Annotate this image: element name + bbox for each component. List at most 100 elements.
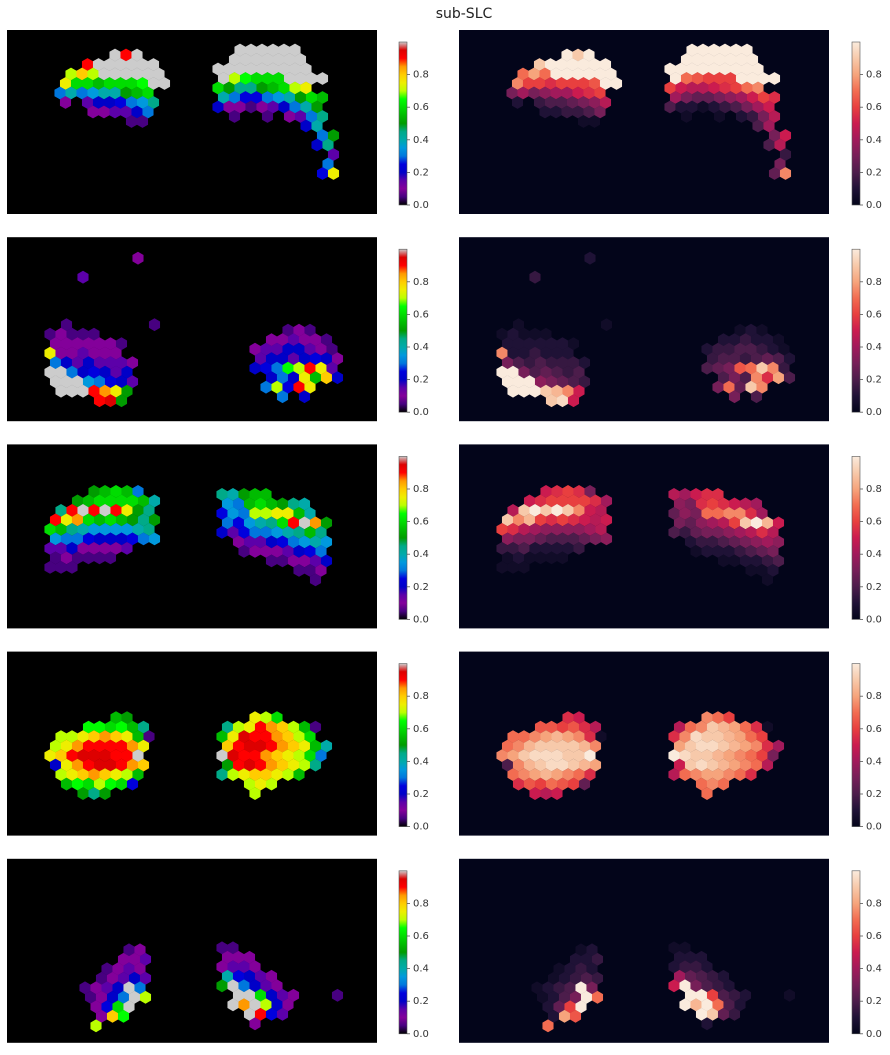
hex-cell — [278, 100, 290, 114]
hex-cell — [534, 551, 547, 565]
hex-cell — [287, 988, 300, 1002]
colorbar-tick-label: 0.0 — [413, 822, 429, 833]
hex-cell — [126, 375, 139, 389]
hex-cell — [114, 96, 127, 109]
hex-cell — [528, 67, 540, 81]
hex-cell — [282, 361, 294, 375]
hex-cell — [311, 100, 323, 114]
hex-cell — [684, 497, 697, 511]
hex-cell — [512, 532, 525, 546]
hex-cell — [575, 1000, 587, 1014]
colorbar-tick-label: 0.6 — [413, 517, 429, 528]
hex-cell — [583, 67, 595, 81]
hex-cell — [562, 749, 574, 762]
panel: 0.0 0.2 0.4 0.6 0.8 — [459, 30, 882, 214]
hex-cell — [271, 361, 283, 375]
hex-cell — [60, 337, 73, 351]
hex-cell — [300, 100, 312, 114]
hex-cell — [77, 730, 89, 743]
hex-cell — [586, 981, 598, 995]
hex-cell — [545, 551, 558, 565]
hex-cell — [556, 513, 569, 527]
hex-cell — [540, 768, 552, 781]
colorbar — [851, 663, 861, 827]
hex-cell — [88, 787, 100, 800]
hex-cell — [496, 523, 508, 536]
hex-cell — [132, 523, 144, 536]
hex-cell — [260, 361, 272, 375]
hex-cell — [106, 1009, 119, 1023]
colorbar-tick-label: 0.4 — [866, 342, 882, 353]
hex-cell — [690, 998, 702, 1012]
hex-cell — [717, 371, 730, 385]
hex-cell — [507, 730, 519, 743]
hex-cell — [562, 384, 574, 398]
hex-cell — [761, 535, 774, 549]
hex-cell — [217, 91, 230, 104]
hex-cell — [110, 523, 122, 536]
hex-cell — [735, 72, 748, 85]
hex-cell — [289, 81, 301, 95]
hex-cell — [65, 67, 77, 81]
hex-cell — [110, 730, 122, 743]
hex-cell — [761, 573, 774, 587]
hex-cell — [763, 138, 775, 152]
hex-cell — [501, 513, 514, 527]
hex-cell — [701, 711, 713, 724]
hex-cell — [316, 167, 329, 180]
hex-cell — [265, 969, 278, 983]
hex-cell — [99, 730, 111, 743]
hex-cell — [578, 356, 591, 370]
hex-cell — [265, 777, 278, 791]
hex-cell — [95, 990, 108, 1004]
hex-cell — [77, 346, 89, 360]
hex-cell — [66, 561, 78, 574]
hex-cell — [320, 739, 333, 753]
colorbar-tick-label: 0.2 — [866, 375, 882, 386]
hex-cell — [542, 1000, 554, 1014]
hex-cell — [691, 72, 704, 85]
hex-cell — [103, 77, 116, 90]
hex-cell — [243, 988, 256, 1002]
hex-cell — [298, 554, 311, 568]
hex-cell — [238, 526, 250, 539]
hex-cell — [534, 758, 547, 772]
hex-cell — [261, 110, 274, 123]
hex-cell — [518, 346, 530, 360]
hex-cell — [267, 81, 279, 95]
hex-cell — [675, 62, 687, 76]
hex-cell — [558, 971, 571, 985]
hex-cell — [77, 384, 89, 398]
hex-cell — [701, 488, 713, 501]
hex-cell — [256, 81, 268, 95]
hex-cell — [569, 1009, 582, 1023]
hex-cell — [243, 720, 256, 734]
hex-cell — [232, 516, 245, 530]
hex-cell — [115, 394, 128, 408]
hex-cell — [555, 77, 568, 90]
hex-cell — [66, 730, 78, 743]
hex-cell — [680, 91, 693, 104]
hex-cell — [578, 758, 591, 772]
hex-cell — [668, 749, 680, 762]
hex-cell — [304, 564, 316, 577]
hex-cell — [55, 504, 67, 517]
hex-cell — [723, 380, 735, 394]
hex-cell — [496, 749, 508, 762]
hex-cell — [300, 119, 312, 133]
hex-cell — [243, 516, 256, 530]
hex-cell — [71, 513, 84, 527]
hex-cell — [71, 777, 84, 791]
hex-cell — [114, 77, 127, 90]
hex-cell — [547, 971, 560, 985]
hex-cell — [283, 110, 296, 123]
hex-cell — [123, 962, 135, 976]
hex-cell — [772, 535, 785, 549]
hex-cell — [115, 375, 128, 389]
hex-cell — [254, 988, 267, 1002]
hex-cell — [673, 516, 686, 530]
hex-cell — [66, 384, 78, 398]
hex-cell — [77, 542, 89, 555]
colorbar-tick-label: 0.4 — [866, 756, 882, 767]
